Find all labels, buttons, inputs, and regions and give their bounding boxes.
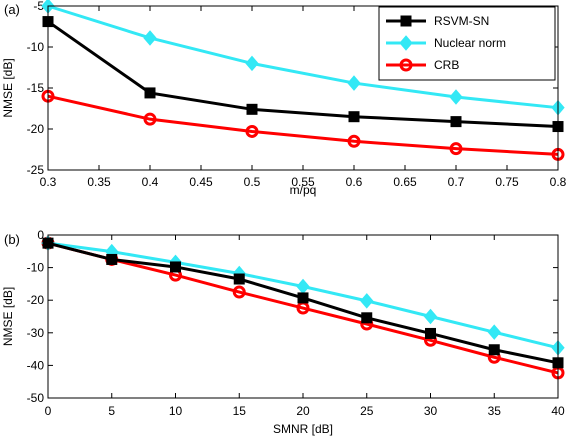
- legend-marker: [399, 58, 413, 72]
- y-tick-label: 0: [37, 228, 44, 242]
- panel-a-x-axis-label: m/pq: [290, 183, 317, 197]
- y-tick-label: -20: [27, 122, 45, 136]
- series-nuclear-norm: [41, 0, 565, 116]
- data-point: [360, 293, 374, 309]
- legend-label: Nuclear norm: [434, 36, 506, 50]
- data-point: [245, 55, 259, 72]
- legend-entry: RSVM-SN: [386, 14, 489, 28]
- data-point: [425, 327, 436, 339]
- x-tick-label: 5: [108, 404, 115, 418]
- y-tick-label: -50: [27, 391, 45, 405]
- data-point: [487, 324, 501, 340]
- data-point: [246, 103, 258, 115]
- data-point: [488, 344, 500, 356]
- data-point: [144, 87, 156, 99]
- legend-marker: [400, 15, 412, 27]
- y-tick-label: -25: [27, 163, 45, 177]
- x-tick-label: 0.3: [40, 175, 57, 189]
- x-tick-label: 0.75: [495, 175, 519, 189]
- x-tick-label: 0.45: [189, 175, 213, 189]
- x-tick-label: 0: [45, 404, 52, 418]
- x-tick-label: 40: [551, 404, 565, 418]
- y-tick-label: -40: [27, 358, 45, 372]
- legend-label: RSVM-SN: [434, 14, 489, 28]
- data-point: [449, 89, 463, 105]
- data-point: [106, 253, 118, 265]
- legend-entry: CRB: [386, 58, 459, 72]
- series-line: [47, 4, 559, 110]
- x-tick-label: 0.6: [346, 175, 363, 189]
- panel-b-axes-frame: [47, 234, 559, 399]
- x-tick-label: 0.5: [244, 175, 261, 189]
- x-tick-label: 30: [424, 404, 438, 418]
- data-point: [297, 292, 309, 304]
- legend-entry: Nuclear norm: [386, 35, 506, 51]
- panel-a-axes-frame: [47, 5, 559, 171]
- series-line: [47, 241, 559, 375]
- y-tick-label: -30: [27, 326, 45, 340]
- x-tick-label: 10: [169, 404, 183, 418]
- data-point: [143, 30, 157, 46]
- legend-marker: [399, 35, 413, 51]
- panel-b-label: (b): [4, 232, 20, 247]
- y-tick-label: -10: [27, 261, 45, 275]
- panel-b-chart: (b) NMSE [dB] SMNR [dB] 0 5 10 15 20 25 30 35 40…: [1, 228, 565, 436]
- series-line: [47, 20, 559, 129]
- series-crb: [41, 89, 565, 161]
- x-tick-label: 0.35: [87, 175, 111, 189]
- x-tick-label: 0.8: [550, 175, 566, 189]
- data-point: [233, 273, 245, 285]
- data-point: [245, 124, 259, 138]
- x-tick-label: 15: [233, 404, 247, 418]
- panel-a-label: (a): [4, 2, 20, 17]
- panel-b-y-axis-label: NMSE [dB]: [1, 287, 15, 346]
- data-point: [361, 312, 373, 324]
- y-tick-label: -5: [33, 0, 44, 13]
- legend: RSVM-SN Nuclear norm CRB: [378, 6, 556, 81]
- data-point: [296, 278, 310, 295]
- series-line: [47, 94, 559, 156]
- data-point: [232, 285, 246, 299]
- x-tick-label: 0.55: [291, 175, 315, 189]
- x-tick-label: 0.65: [393, 175, 417, 189]
- y-tick-label: -15: [27, 81, 45, 95]
- x-tick-label: 0.4: [142, 175, 159, 189]
- panel-a-chart: (a) NMSE [dB] m/pq 0.3 0.35 0.4 0.45 0.5 0.55…: [1, 0, 566, 197]
- panel-b-x-axis-label: SMNR [dB]: [273, 422, 333, 436]
- x-tick-label: 0.7: [448, 175, 465, 189]
- data-point: [143, 112, 157, 126]
- data-point: [423, 308, 438, 325]
- series-rsvm-sn: [42, 237, 564, 369]
- data-point: [450, 116, 462, 128]
- data-point: [449, 142, 463, 156]
- legend-label: CRB: [434, 58, 459, 72]
- y-tick-label: -10: [27, 40, 45, 54]
- panel-a-y-axis-label: NMSE [dB]: [1, 58, 15, 117]
- data-point: [348, 111, 360, 123]
- data-point: [347, 134, 361, 148]
- x-tick-label: 25: [360, 404, 374, 418]
- y-tick-label: -20: [27, 293, 45, 307]
- data-point: [170, 261, 181, 273]
- x-tick-label: 35: [488, 404, 502, 418]
- x-tick-label: 20: [296, 404, 310, 418]
- data-point: [347, 75, 361, 91]
